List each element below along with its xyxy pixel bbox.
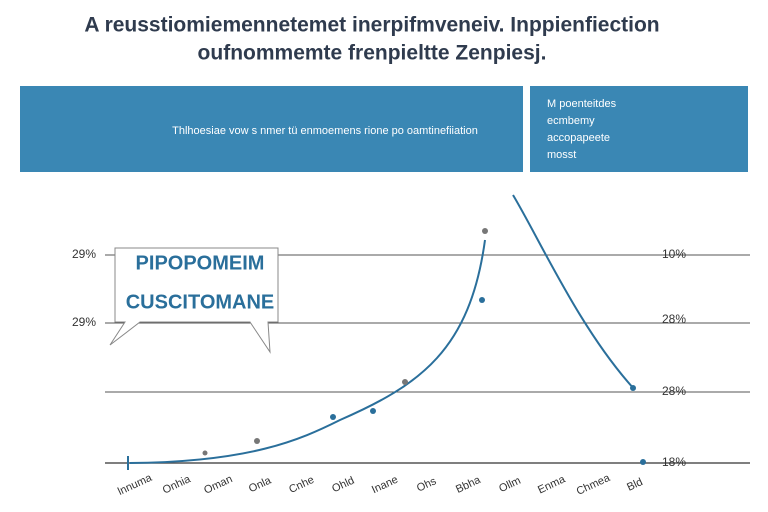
dot [630, 385, 636, 391]
x-label: Cnhe [287, 474, 316, 496]
x-label: Onhia [161, 473, 193, 497]
x-label: Ollm [497, 475, 523, 495]
banner [20, 86, 523, 172]
side-box [530, 86, 748, 172]
x-label: lnnuma [116, 471, 155, 497]
side-text: M poenteitdes [547, 98, 617, 110]
x-label: Ohld [330, 475, 356, 496]
side-text: mosst [547, 149, 576, 161]
x-label: Bbha [454, 474, 483, 496]
right-label: 10% [662, 247, 686, 261]
side-text: accopapeete [547, 132, 610, 144]
x-label: Onla [247, 474, 274, 495]
x-label: Ohs [415, 475, 439, 495]
right-label: 18% [662, 455, 686, 469]
side-text: ecmbemy [547, 115, 595, 127]
curve [512, 194, 636, 391]
curve [129, 239, 486, 464]
x-label: Oman [202, 473, 234, 497]
right-label: 28% [662, 384, 686, 398]
dot [370, 408, 376, 414]
callout-text: PIPOPOMEIM [136, 252, 265, 274]
left-label: 29% [72, 247, 96, 261]
x-label: Enma [536, 473, 568, 496]
x-label: Chmea [575, 472, 613, 498]
dot [202, 450, 208, 456]
callout-box [109, 247, 279, 354]
callout-text: CUSCITOMANE [126, 291, 275, 313]
dot [254, 438, 260, 444]
dot [482, 228, 488, 234]
dot [330, 414, 336, 420]
dot [479, 297, 485, 303]
banner-text: Thlhoesiae vow s nmer tü enmoemens rione… [172, 125, 478, 137]
dot [402, 379, 408, 385]
x-label: Bld [625, 476, 644, 494]
right-label: 28% [662, 312, 686, 326]
left-label: 29% [72, 315, 96, 329]
x-label: Inane [370, 474, 400, 497]
dot [640, 459, 646, 465]
title: oufnommemte frenpieltte Zenpiesj. [198, 42, 547, 65]
title: A reusstiomiemennetemet inerpifmveneiv. … [84, 14, 659, 37]
